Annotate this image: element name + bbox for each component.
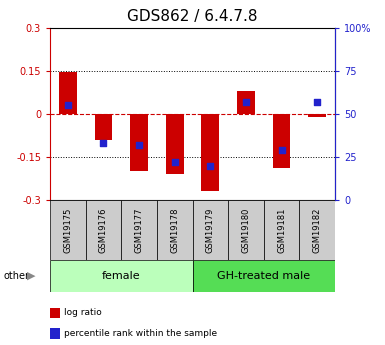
Bar [95,114,112,140]
Text: GSM19180: GSM19180 [241,208,250,253]
Bar [264,200,300,260]
Bar [192,260,335,292]
Text: percentile rank within the sample: percentile rank within the sample [64,329,217,338]
Text: GSM19176: GSM19176 [99,208,108,253]
Text: GSM19175: GSM19175 [64,208,72,253]
Point [278,147,285,153]
Point [207,163,213,168]
Bar [157,200,192,260]
Bar [273,114,290,168]
Text: ▶: ▶ [27,271,35,281]
Text: log ratio: log ratio [64,308,101,317]
Point [314,99,320,105]
Text: female: female [102,271,141,281]
Text: GSM19178: GSM19178 [170,208,179,253]
Point [100,140,107,146]
Text: GSM19179: GSM19179 [206,208,215,253]
Text: GSM19181: GSM19181 [277,208,286,253]
Bar [201,114,219,191]
Bar [192,200,228,260]
Bar [130,114,148,171]
Bar [121,200,157,260]
Point [136,142,142,148]
Bar [300,200,335,260]
Bar [85,200,121,260]
Point [65,102,71,108]
Text: other: other [4,271,30,281]
Text: GSM19177: GSM19177 [135,208,144,253]
Bar [228,200,264,260]
Point [243,99,249,105]
Bar [50,200,85,260]
Bar [166,114,184,174]
Bar [50,260,192,292]
Point [172,159,178,165]
Title: GDS862 / 6.4.7.8: GDS862 / 6.4.7.8 [127,9,258,24]
Bar [59,72,77,114]
Text: GSM19182: GSM19182 [313,208,321,253]
Text: GH-treated male: GH-treated male [217,271,310,281]
Bar [308,114,326,117]
Bar [237,91,255,114]
